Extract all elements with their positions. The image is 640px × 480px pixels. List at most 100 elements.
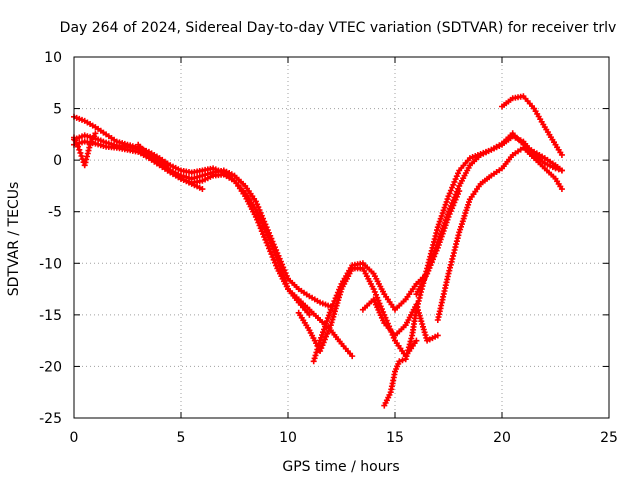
plus-markers [456,199,472,236]
plus-markers [317,325,333,354]
x-axis-title: GPS time / hours [282,459,399,475]
plus-marker-end [558,167,565,174]
plot-frame [73,56,610,419]
plus-markers [520,144,535,159]
plus-markers [392,298,407,313]
plus-markers [285,275,300,290]
plus-markers [87,133,98,148]
plus-markers [252,206,269,233]
plus-markers [434,211,451,246]
plus-markers [477,174,493,187]
plus-markers [520,141,535,154]
plus-markers [531,152,546,165]
plus-marker-end [558,186,565,193]
plus-markers [531,148,546,160]
plus-markers [552,141,564,156]
plus-markers [552,175,564,190]
plus-markers [509,146,524,158]
plus-markers [242,182,258,202]
x-tick-label: 25 [600,430,618,446]
plus-markers [338,340,354,357]
plus-markers [396,357,406,365]
plus-markers [317,309,333,344]
plus-markers [402,335,415,363]
plus-markers [242,190,258,211]
plus-markers [552,165,562,173]
plus-markers [541,124,557,146]
plus-markers [274,255,290,290]
x-tick-label: 15 [386,430,404,446]
plus-marker-end [413,337,420,344]
y-tick-label: -10 [39,256,62,272]
plus-markers [370,296,387,324]
plus-markers [445,185,461,215]
plus-marker-end [306,311,313,318]
plus-markers [285,286,300,304]
plus-markers [231,177,247,194]
plus-markers [434,273,451,323]
series-sat-j [434,144,565,323]
chart-title: Day 264 of 2024, Sidereal Day-to-day VTE… [60,20,617,36]
plus-markers [295,286,310,298]
plus-markers [327,288,344,329]
plus-marker-end [558,151,565,158]
plus-markers [381,320,396,336]
series-sat-e [135,141,206,193]
plus-markers [413,273,429,298]
series-sat-i [413,130,565,298]
plus-markers [263,229,280,259]
plus-markers [381,391,393,409]
y-tick-label: 5 [53,102,62,118]
x-tick-label: 20 [493,430,511,446]
x-tick-label: 10 [279,430,297,446]
plus-markers [445,232,462,277]
y-axis-title: SDTVAR / TECUs [6,182,22,297]
plus-markers [370,270,386,295]
plus-markers [220,171,235,183]
plus-markers [295,309,311,331]
plus-markers [531,155,546,170]
plus-markers [167,162,182,173]
plus-markers [263,239,280,269]
plus-markers [370,286,387,315]
data-marks [71,93,565,409]
plus-markers [392,337,407,357]
plus-markers [531,105,547,128]
y-tick-label: 10 [44,50,62,66]
plus-markers [424,333,439,344]
plus-markers [178,175,192,186]
plus-markers [317,299,332,309]
plus-markers [199,173,214,184]
plus-markers [295,296,311,311]
plus-markers [541,165,557,180]
y-tick-label: -25 [39,411,62,427]
series-sat-l [359,296,441,344]
axis-ticks: 0 5 10 15 20 25 -25 -20 -15 -10 -5 0 5 10 [39,50,618,446]
plus-marker-end [434,332,441,339]
plus-markers [456,164,472,189]
plus-markers [338,265,354,287]
y-tick-label: -15 [39,308,62,324]
plus-markers [392,324,407,339]
plus-markers [135,148,150,160]
plus-markers [359,298,375,313]
plus-markers [434,196,451,231]
plus-markers [231,172,247,187]
plus-markers [466,183,482,203]
plus-marker-end [92,130,99,137]
plus-markers [541,160,556,171]
plus-marker-end [349,353,356,360]
plus-markers [413,301,430,341]
x-tick-label: 0 [70,430,79,446]
plus-markers [220,167,235,178]
plus-markers [306,306,321,321]
x-tick-label: 5 [177,430,186,446]
plus-markers [445,170,461,200]
plus-markers [310,340,323,365]
plus-markers [509,130,525,146]
plus-markers [295,299,311,316]
y-tick-label: -5 [48,205,62,221]
plus-markers [156,157,172,172]
y-tick-label: 0 [53,153,62,169]
